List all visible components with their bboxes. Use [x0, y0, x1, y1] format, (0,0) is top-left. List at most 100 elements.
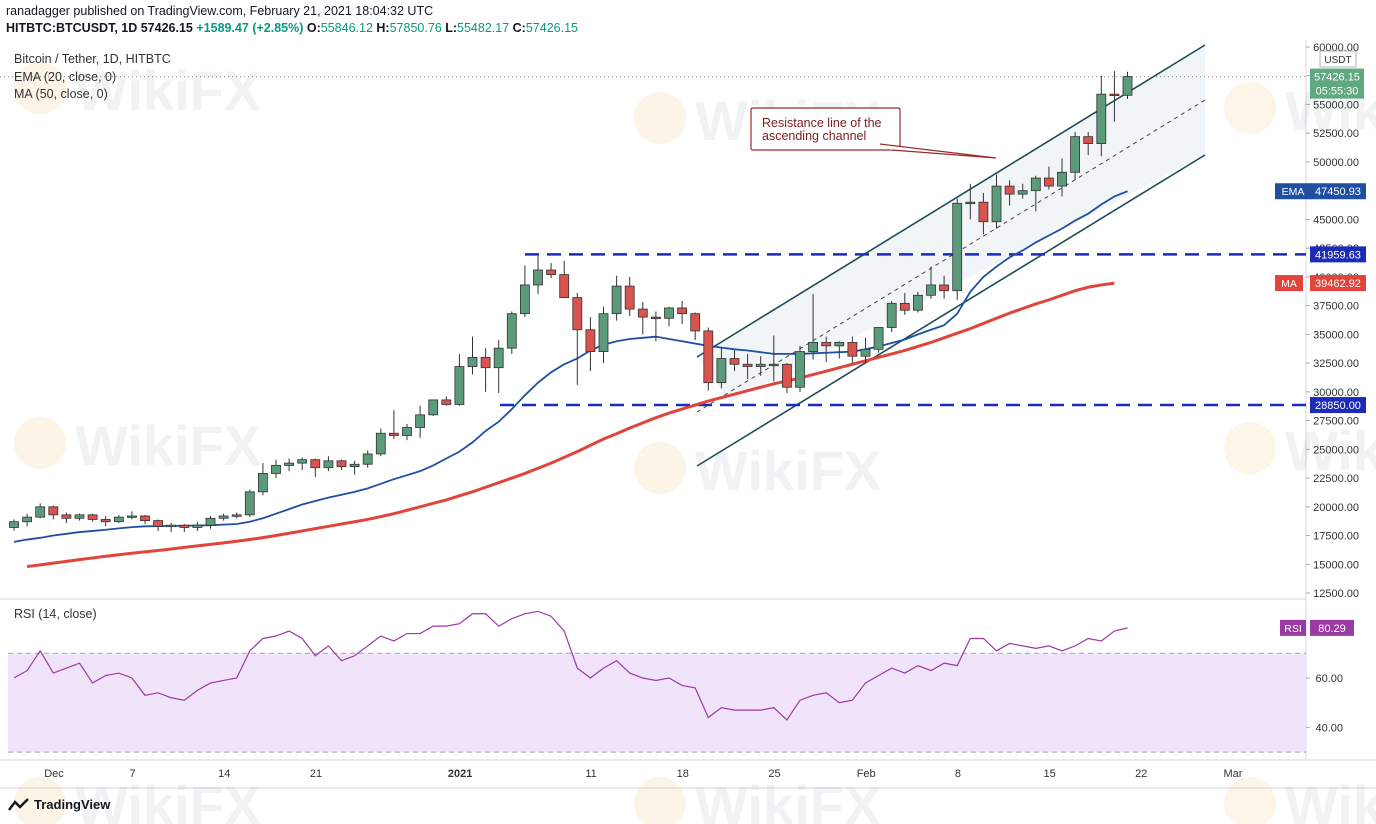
candle-body: [1030, 177, 1041, 192]
candle: [1109, 71, 1120, 122]
price-axis: 12500.00 15000.00 17500.00 20000.00 22500.00…: [1275, 42, 1366, 600]
price-tick-label: 37500.00: [1313, 301, 1359, 313]
candle: [257, 463, 268, 496]
price-tick-label: 35000.00: [1313, 329, 1359, 341]
candle: [677, 301, 687, 325]
candle-body: [362, 453, 373, 465]
price-tick-label: 50000.00: [1313, 157, 1359, 169]
candle: [388, 410, 399, 439]
price-tick-label: 52500.00: [1313, 128, 1359, 140]
rsi-tag-text: RSI: [1284, 623, 1302, 635]
rsi-line: [13, 610, 1128, 721]
time-tick-label: 15: [1043, 768, 1055, 780]
candle-body: [1083, 136, 1094, 144]
candle: [873, 327, 884, 353]
candle: [782, 363, 792, 393]
time-tick-label: 7: [130, 768, 136, 780]
candle: [755, 356, 766, 376]
candle-body: [873, 327, 884, 350]
watermark-icon: [634, 777, 686, 824]
candle: [100, 515, 111, 527]
tradingview-logo[interactable]: TradingView: [8, 797, 110, 812]
candle-body: [742, 363, 753, 367]
candle-body: [375, 432, 386, 455]
candle: [428, 399, 439, 416]
candle-body: [965, 201, 976, 205]
candle: [572, 292, 583, 385]
price-label-sub: 05:55:30: [1316, 86, 1359, 98]
candle-body: [100, 519, 111, 523]
candles: [9, 71, 1133, 533]
candle: [87, 513, 98, 522]
candle-body: [140, 515, 150, 521]
candle: [664, 306, 674, 327]
candle: [1070, 132, 1080, 181]
candle-body: [48, 506, 59, 516]
candle-body: [388, 432, 399, 436]
candle-body: [402, 427, 412, 436]
candle: [795, 345, 805, 392]
candle: [48, 505, 59, 520]
candle: [61, 512, 72, 523]
ohlc-open: 55846.12: [320, 21, 373, 35]
ma-line: [26, 281, 1115, 569]
candle-body: [716, 358, 727, 384]
candle: [323, 456, 334, 472]
candle-body: [585, 329, 596, 353]
candle: [1044, 166, 1054, 190]
candle: [22, 513, 33, 527]
watermark-icon: [634, 442, 686, 494]
candle: [637, 302, 648, 335]
candle-body: [257, 473, 268, 493]
price-change: +1589.47 (+2.85%): [196, 21, 304, 35]
candle: [441, 396, 452, 406]
candle-body: [1109, 93, 1120, 97]
price-tick-label: 27500.00: [1313, 416, 1359, 428]
price-label-box: [1310, 397, 1366, 414]
candle-body: [153, 520, 164, 527]
price-label-ema: 47450.93 EMA: [1275, 183, 1366, 200]
price-tick-label: 55000.00: [1313, 99, 1359, 111]
candle-body: [323, 460, 334, 469]
candle: [598, 306, 609, 364]
candle-body: [690, 313, 701, 332]
candle: [506, 311, 517, 354]
candle: [192, 521, 203, 531]
price-label-ma: 39462.92 MA: [1275, 275, 1366, 292]
candle: [310, 458, 321, 477]
ohlc-low: 55482.17: [457, 21, 510, 35]
legend-ema[interactable]: EMA (20, close, 0): [14, 70, 117, 84]
tradingview-icon: [8, 797, 29, 811]
time-tick-label: 14: [218, 768, 230, 780]
candle-body: [415, 414, 426, 428]
candle: [847, 336, 858, 364]
candle: [952, 198, 963, 300]
price-tick-label: 15000.00: [1313, 559, 1359, 571]
candle: [1057, 158, 1067, 197]
candle-body: [677, 307, 687, 315]
legend-rsi[interactable]: RSI (14, close): [14, 607, 97, 621]
candle-body: [559, 274, 570, 298]
price-tick-label: 25000.00: [1313, 444, 1359, 456]
price-tag-text: MA: [1281, 278, 1297, 290]
candle-body: [533, 269, 543, 286]
time-axis: Dec 7 14 21 2021 11 18 25 Feb 8 15 22 Mar: [44, 768, 1243, 780]
price-label-text: 57426.15: [1314, 72, 1360, 84]
candle: [9, 519, 19, 531]
candle-body: [1004, 185, 1015, 195]
price-label-box: [1310, 275, 1366, 292]
candle: [559, 260, 570, 298]
candle-body: [349, 463, 360, 467]
candle-body: [795, 351, 805, 388]
candle-body: [480, 356, 491, 369]
price-tick-label: 20000.00: [1313, 502, 1359, 514]
price-label-text: 39462.92: [1315, 278, 1361, 290]
candle: [926, 266, 936, 299]
price-tick-label: 22500.00: [1313, 473, 1359, 485]
legend-ma[interactable]: MA (50, close, 0): [14, 87, 108, 101]
annotation-line1: Resistance line of the: [762, 116, 882, 130]
watermark-text: WikiFX: [1285, 419, 1376, 482]
candle-body: [520, 284, 530, 315]
candle: [729, 350, 740, 372]
